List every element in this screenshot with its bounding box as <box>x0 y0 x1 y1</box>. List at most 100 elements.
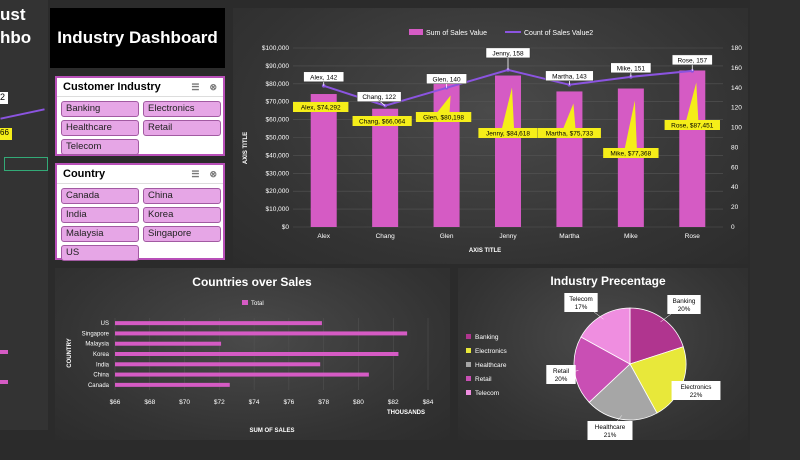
sales-callout <box>537 128 601 138</box>
y-tick-label: $70,000 <box>266 99 290 106</box>
legend-swatch-total <box>242 300 248 305</box>
legend-swatch <box>466 390 471 395</box>
x-tick-label: $72 <box>214 399 225 406</box>
left-cell-selection <box>4 157 48 171</box>
count-callout-text: Rose, 157 <box>677 57 707 64</box>
x-tick-label: $76 <box>283 399 294 406</box>
y-tick-label: $40,000 <box>266 152 290 159</box>
slicer-title: Country <box>63 168 106 180</box>
pie-callout <box>667 295 701 314</box>
countries-bar-chart: Countries over Sales Total $66 $68 $70 $72 $… <box>67 275 434 434</box>
sales-callout <box>293 102 349 112</box>
y-tick-label: $50,000 <box>266 135 290 142</box>
count-callout-text: Glen, 140 <box>432 76 461 83</box>
y-tick-label: $30,000 <box>266 170 290 177</box>
pie-callout <box>564 293 598 312</box>
sales-callout-text: Chang, $66,064 <box>359 119 406 126</box>
sales-callout-text: Rose, $87,451 <box>671 123 714 130</box>
bar-jenny[interactable] <box>495 75 521 227</box>
x-tick-label: $80 <box>353 399 364 406</box>
bar-chang[interactable] <box>372 108 399 227</box>
sales-callout <box>664 120 720 130</box>
y2-tick-label: 80 <box>731 144 739 151</box>
y-tick-label: China <box>93 373 109 379</box>
count-callout-text: Martha, 143 <box>552 73 587 80</box>
slicer-item-telecom[interactable]: Telecom <box>61 139 139 155</box>
bar-malaysia[interactable] <box>115 341 222 346</box>
sales-callout-text: Martha, $75,733 <box>546 131 594 138</box>
countries-chart-panel[interactable]: Countries over Sales Total $66 $68 $70 $72 $… <box>55 268 450 440</box>
pie-callout-name: Telecom <box>569 296 592 303</box>
multi-select-icon[interactable]: ☰ <box>191 81 200 92</box>
callout-pointer <box>686 82 699 120</box>
y-tick-label: $90,000 <box>266 63 290 70</box>
slicer-item-malaysia[interactable]: Malaysia <box>61 226 139 242</box>
y-tick-label: US <box>101 321 109 327</box>
pie-callout <box>587 421 633 440</box>
left-title-fragment: ust <box>0 5 26 24</box>
bar-china[interactable] <box>115 372 369 377</box>
x-axis-title: SUM OF SALES <box>249 428 294 434</box>
legend-swatch <box>466 334 471 339</box>
slicer-item-singapore[interactable]: Singapore <box>143 226 221 242</box>
pie-callout <box>671 381 721 400</box>
y-tick-label: $60,000 <box>266 117 290 124</box>
bar-singapore[interactable] <box>115 331 408 336</box>
y-tick-label: $20,000 <box>266 188 290 195</box>
y2-tick-label: 160 <box>731 65 742 72</box>
x-tick-label: Rose <box>685 233 701 240</box>
y-tick-label: Canada <box>88 383 110 389</box>
y-tick-label: India <box>96 362 110 368</box>
pie-slice-banking[interactable] <box>629 307 684 365</box>
left-background-panel <box>0 0 48 430</box>
x-tick-label: Chang <box>376 233 396 240</box>
bar-india[interactable] <box>115 362 321 367</box>
legend-label: Telecom <box>475 390 499 397</box>
bar-canada[interactable] <box>115 382 230 387</box>
left-title-fragment-2: hbo <box>0 28 32 47</box>
slicer-item-retail[interactable]: Retail <box>143 120 221 136</box>
y2-tick-label: 60 <box>731 164 739 171</box>
slicer-item-healthcare[interactable]: Healthcare <box>61 120 139 136</box>
slicer-item-india[interactable]: India <box>61 207 139 223</box>
y2-tick-label: 120 <box>731 105 742 112</box>
y-axis-title: COUNTRY <box>67 338 73 367</box>
pie-slice-healthcare[interactable] <box>588 363 658 421</box>
pie-slice-telecom[interactable] <box>580 307 631 365</box>
customer-industry-slicer[interactable]: Customer Industry ☰ ⊗ Banking Electronics… <box>55 76 225 156</box>
slicer-item-electronics[interactable]: Electronics <box>143 101 221 117</box>
sales-combo-chart-panel[interactable]: Sum of Sales Value Count of Sales Value2… <box>233 8 748 264</box>
clear-filter-icon[interactable]: ⊗ <box>209 168 217 179</box>
slicer-item-korea[interactable]: Korea <box>143 207 221 223</box>
pie-callout-name: Electronics <box>681 384 712 391</box>
country-slicer[interactable]: Country ☰ ⊗ Canada China India Korea Mala… <box>55 163 225 261</box>
callout-pointer <box>563 103 576 128</box>
x-tick-label: $84 <box>423 399 434 406</box>
legend-label-count: Count of Sales Value2 <box>524 30 593 37</box>
bar-martha[interactable] <box>556 91 583 227</box>
clear-filter-icon[interactable]: ⊗ <box>209 81 217 92</box>
bar-alex[interactable] <box>310 94 337 227</box>
sales-callout-text: Mike, $77,368 <box>610 151 651 158</box>
bar-us[interactable] <box>115 321 322 326</box>
left-badge-fragment: 66 <box>0 128 12 140</box>
x-tick-label: $78 <box>318 399 329 406</box>
pie-callout-percent: 20% <box>678 306 691 313</box>
x-axis-title: AXIS TITLE <box>469 248 501 254</box>
sales-combo-chart: Sum of Sales Value Count of Sales Value2… <box>243 29 742 254</box>
sales-callout <box>352 116 412 126</box>
multi-select-icon[interactable]: ☰ <box>191 168 200 179</box>
slicer-item-canada[interactable]: Canada <box>61 188 139 204</box>
slicer-item-china[interactable]: China <box>143 188 221 204</box>
pie-callout-name: Retail <box>553 368 569 375</box>
bar-rose[interactable] <box>679 70 706 227</box>
y-tick-label: $100,000 <box>262 45 289 52</box>
bar-korea[interactable] <box>115 352 399 356</box>
sales-callout <box>415 112 472 122</box>
x-tick-label: Alex <box>317 233 330 240</box>
x-tick-label: Glen <box>440 233 454 240</box>
slicer-item-banking[interactable]: Banking <box>61 101 139 117</box>
slicer-item-us[interactable]: US <box>61 245 139 261</box>
pie-callout <box>546 365 576 384</box>
industry-pie-panel[interactable]: Industry Precentage Banking Electronics He… <box>458 268 748 440</box>
